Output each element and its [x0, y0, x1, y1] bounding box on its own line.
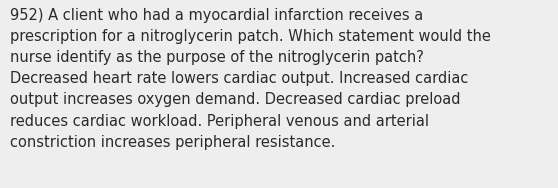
Text: 952) A client who had a myocardial infarction receives a
prescription for a nitr: 952) A client who had a myocardial infar… [10, 8, 491, 150]
